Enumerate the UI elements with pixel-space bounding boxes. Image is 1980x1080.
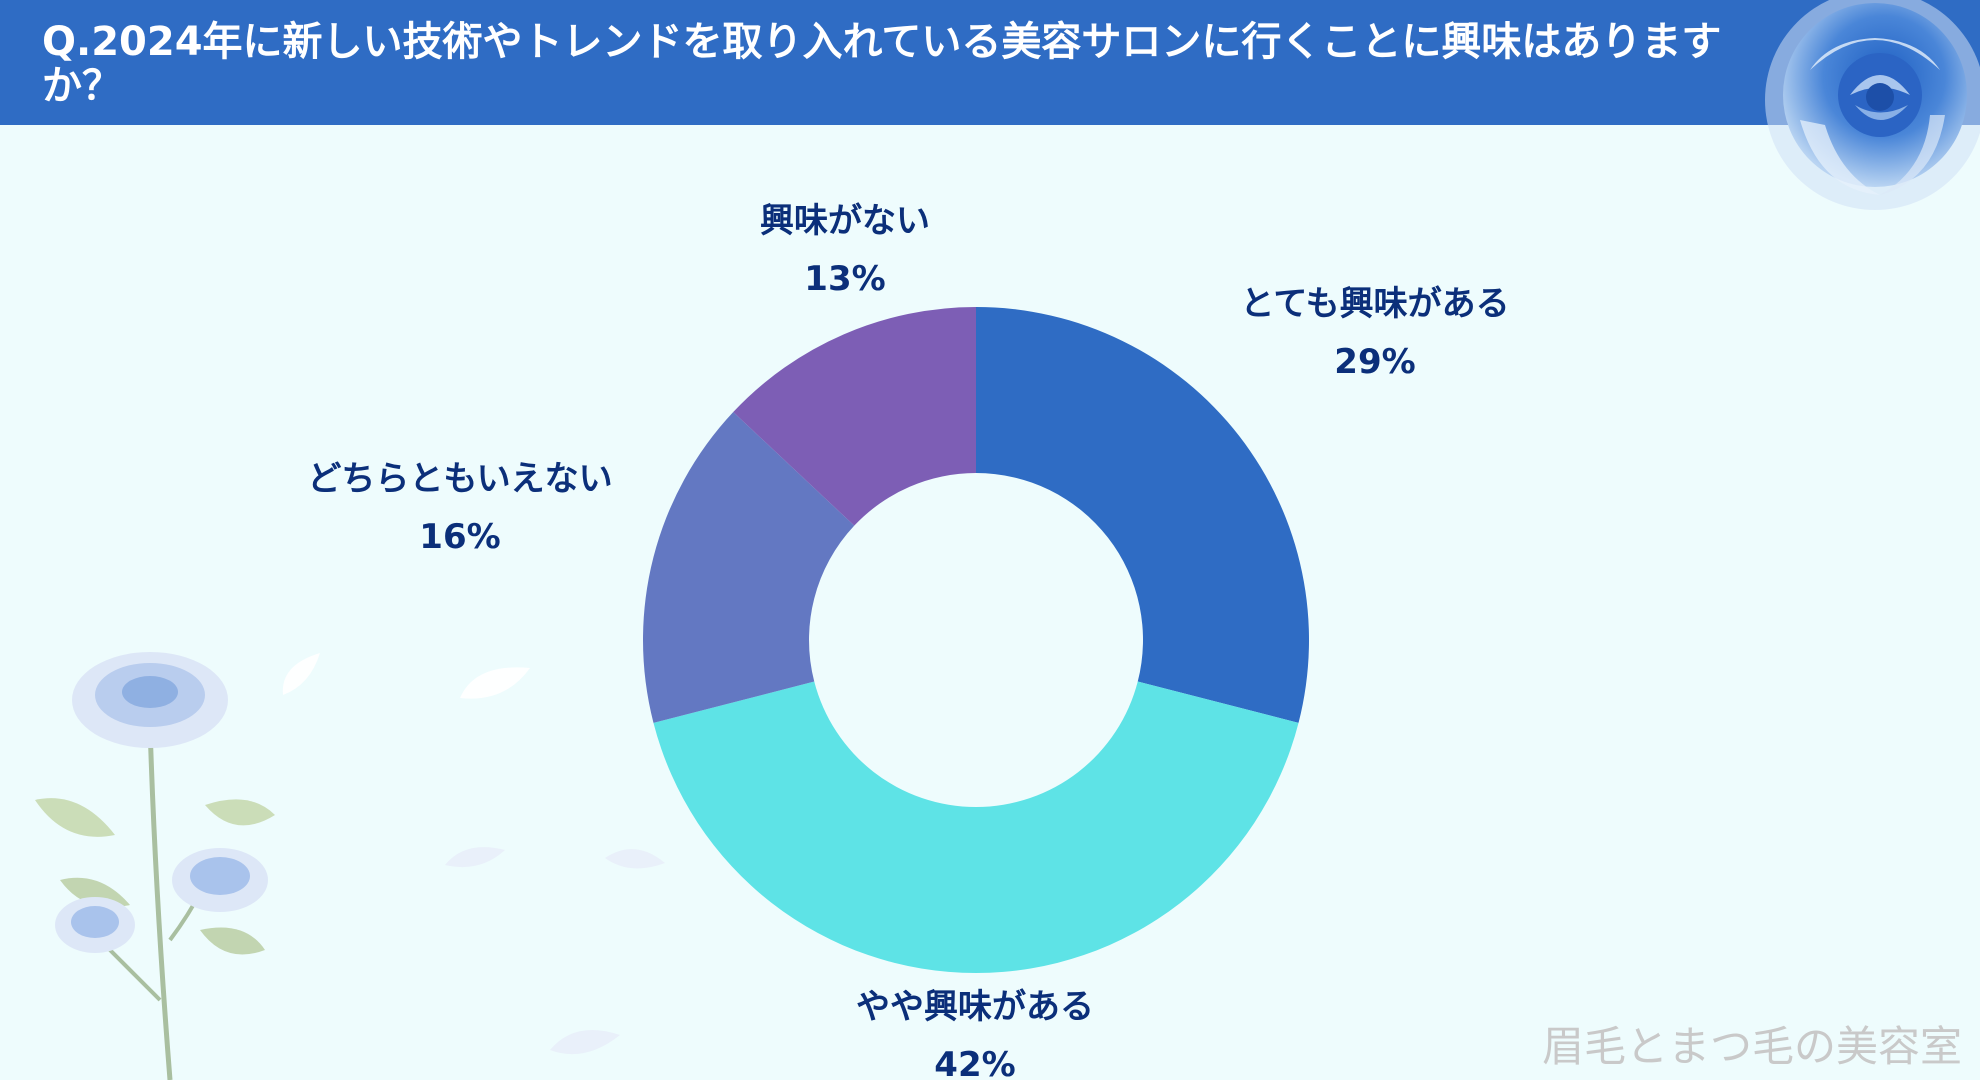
donut-slice (733, 307, 976, 526)
blue-rose-branch-icon (35, 652, 275, 1080)
donut-slice (976, 307, 1309, 723)
donut-slice (653, 681, 1299, 974)
petal-icon (605, 849, 665, 869)
page-title: Q.2024年に新しい技術やトレンドを取り入れている美容サロンに行くことに興味は… (42, 19, 1722, 109)
slice-category-label: 興味がない (760, 201, 930, 241)
slice-category-label: どちらともいえない (307, 459, 612, 499)
slice-category-label: やや興味がある (856, 987, 1094, 1027)
slice-value-label: 13% (804, 259, 885, 299)
slice-value-label: 42% (934, 1045, 1015, 1080)
petal-icon (460, 667, 530, 699)
slice-value-label: 16% (419, 517, 500, 557)
title-bar: Q.2024年に新しい技術やトレンドを取り入れている美容サロンに行くことに興味は… (0, 0, 1980, 125)
blue-rose-icon (1765, 0, 1980, 210)
petal-icon (550, 1030, 620, 1055)
petal-icon (282, 653, 320, 695)
slice-value-label: 29% (1334, 342, 1415, 382)
watermark-text: 眉毛とまつ毛の美容室 (1541, 1022, 1962, 1071)
petal-icon (445, 847, 505, 868)
slice-category-label: とても興味がある (1240, 284, 1509, 324)
donut-slice (642, 412, 855, 723)
